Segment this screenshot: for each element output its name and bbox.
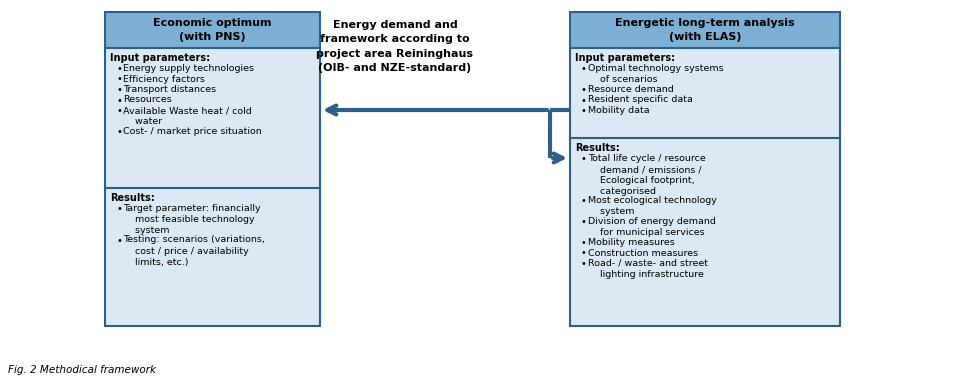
Text: Efficiency factors: Efficiency factors [123,74,205,83]
Text: Target parameter: financially
    most feasible technology
    system: Target parameter: financially most feasi… [123,204,260,235]
Bar [570,138,840,326]
Text: Mobility measures: Mobility measures [588,238,675,247]
Bar [105,12,320,326]
Text: Resident specific data: Resident specific data [588,96,693,104]
Text: Total life cycle / resource
    demand / emissions /
    Ecological footprint,
 : Total life cycle / resource demand / emi… [588,154,705,196]
Text: •: • [581,259,587,269]
Text: Results:: Results: [110,193,155,203]
Text: Construction measures: Construction measures [588,248,698,258]
Text: Input parameters:: Input parameters: [110,53,211,63]
Text: Most ecological technology
    system: Most ecological technology system [588,196,717,216]
Bar [105,48,320,188]
Text: •: • [581,96,587,106]
Text: Energy supply technologies: Energy supply technologies [123,64,254,73]
Text: Division of energy demand
    for municipal services: Division of energy demand for municipal … [588,217,716,237]
Text: Cost- / market price situation: Cost- / market price situation [123,127,262,136]
Bar [570,48,840,138]
Text: •: • [116,64,122,74]
Text: Results:: Results: [575,143,620,153]
Text: •: • [581,64,587,74]
Text: Energy demand and
framework according to
project area Reininghaus
(OIB- and NZE-: Energy demand and framework according to… [317,20,474,73]
Text: Optimal technology systems
    of scenarios: Optimal technology systems of scenarios [588,64,723,84]
Text: •: • [116,106,122,116]
Text: •: • [116,204,122,214]
Bar [570,12,840,326]
Text: •: • [581,248,587,258]
Text: Input parameters:: Input parameters: [575,53,675,63]
Text: Resource demand: Resource demand [588,85,674,94]
Text: Testing: scenarios (variations,
    cost / price / availability
    limits, etc.: Testing: scenarios (variations, cost / p… [123,235,265,267]
Text: •: • [116,127,122,137]
Text: •: • [581,238,587,248]
Text: •: • [116,96,122,106]
Text: •: • [116,235,122,245]
Text: Road- / waste- and street
    lighting infrastructure: Road- / waste- and street lighting infra… [588,259,708,279]
Text: •: • [581,196,587,206]
Text: •: • [581,154,587,164]
Text: Transport distances: Transport distances [123,85,216,94]
Bar [105,188,320,326]
Text: •: • [581,217,587,227]
Text: •: • [581,106,587,116]
Bar [105,12,320,48]
Text: Available Waste heat / cold
    water: Available Waste heat / cold water [123,106,252,126]
Text: •: • [581,85,587,95]
Text: Mobility data: Mobility data [588,106,650,115]
Text: •: • [116,85,122,95]
Text: •: • [116,74,122,84]
Text: Energetic long-term analysis
(with ELAS): Energetic long-term analysis (with ELAS) [615,18,795,41]
Text: Fig. 2 Methodical framework: Fig. 2 Methodical framework [8,365,156,375]
Text: Economic optimum
(with PNS): Economic optimum (with PNS) [153,18,272,41]
Text: Resources: Resources [123,96,171,104]
Bar [570,12,840,48]
